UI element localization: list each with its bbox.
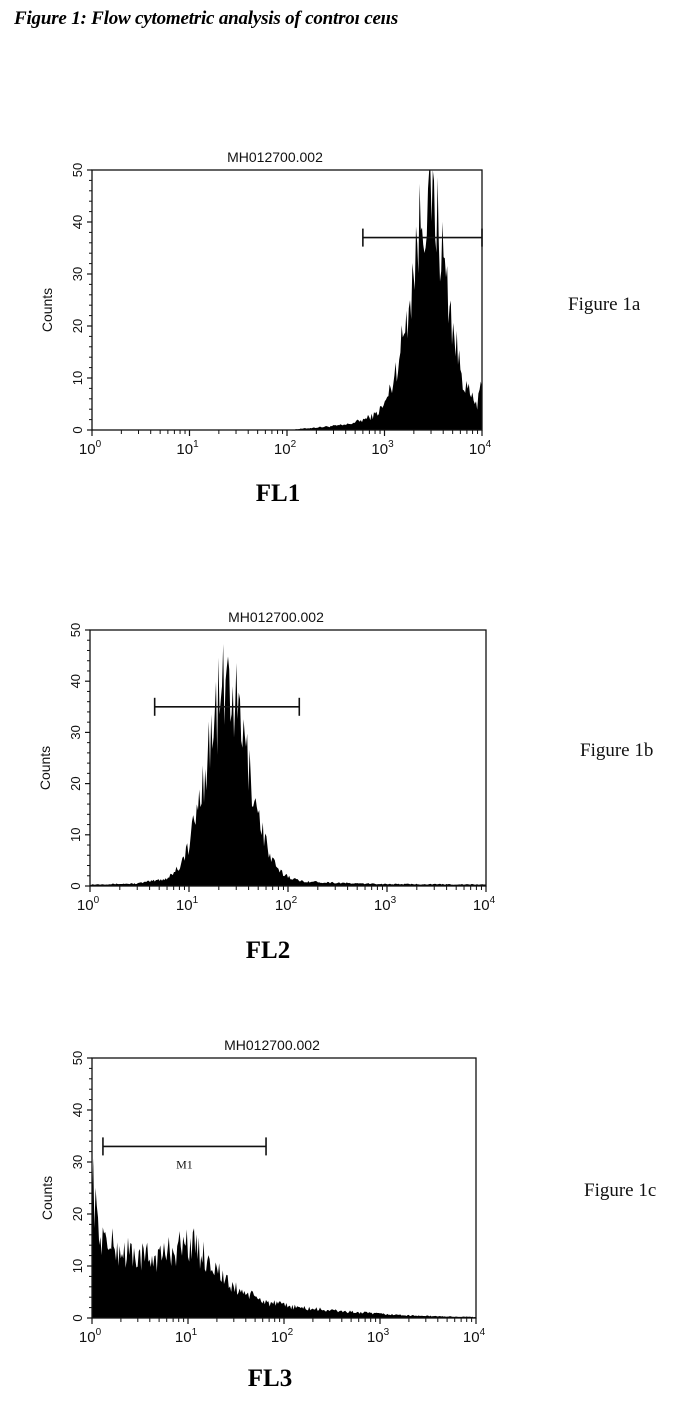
x-tick-label: 103 [371, 439, 394, 458]
x-tick-label: 104 [469, 439, 492, 458]
gate-marker-label: M1 [176, 1157, 193, 1171]
x-tick-label: 101 [176, 895, 199, 914]
channel-label-fl2: FL2 [208, 937, 328, 965]
y-tick-label: 0 [70, 1314, 85, 1321]
y-tick-label: 50 [70, 163, 85, 177]
y-tick-label: 20 [70, 319, 85, 333]
histogram-fig1c: MH012700.002 Counts 0 10 20 30 40 50 100 101 102 10… [0, 1028, 520, 1358]
histogram-title: MH012700.002 [228, 609, 324, 625]
histogram-title: MH012700.002 [227, 149, 323, 165]
y-tick-label: 50 [68, 623, 83, 637]
y-tick-label: 30 [68, 725, 83, 739]
x-tick-label: 101 [175, 1327, 198, 1346]
histogram-fig1a: MH012700.002 Counts 0 10 20 30 40 50 100 101 102 10… [0, 140, 520, 470]
x-tick-label: 100 [77, 895, 100, 914]
x-tick-label: 103 [367, 1327, 390, 1346]
y-axis-label: Counts [39, 1176, 55, 1220]
x-tick-label: 102 [275, 895, 298, 914]
histogram-fill [90, 644, 486, 886]
y-tick-label: 20 [70, 1207, 85, 1221]
histogram-fig1b: MH012700.002 Counts 0 10 20 30 40 50 100 101 102 10… [0, 600, 520, 930]
y-tick-label: 30 [70, 1155, 85, 1169]
y-tick-label: 0 [70, 426, 85, 433]
y-tick-label: 40 [70, 215, 85, 229]
side-label-fig1a: Figure 1a [568, 294, 640, 316]
y-tick-label: 40 [68, 674, 83, 688]
y-tick-label: 20 [68, 776, 83, 790]
x-tick-label: 103 [374, 895, 397, 914]
x-tick-label: 102 [274, 439, 297, 458]
y-tick-label: 0 [68, 882, 83, 889]
histogram-title: MH012700.002 [224, 1037, 320, 1053]
x-tick-label: 104 [473, 895, 496, 914]
side-label-fig1c: Figure 1c [584, 1180, 656, 1202]
x-tick-label: 101 [176, 439, 199, 458]
channel-label-fl1: FL1 [218, 480, 338, 508]
y-tick-label: 30 [70, 267, 85, 281]
plot-frame [90, 630, 486, 886]
histogram-fill [92, 1158, 476, 1318]
x-tick-label: 102 [271, 1327, 294, 1346]
y-axis-label: Counts [37, 746, 53, 790]
figure-title: Figure 1: Flow cytometric analysis of co… [14, 8, 398, 30]
y-tick-label: 40 [70, 1103, 85, 1117]
x-tick-label: 100 [79, 1327, 102, 1346]
channel-label-fl3: FL3 [210, 1365, 330, 1393]
y-tick-label: 50 [70, 1051, 85, 1065]
y-tick-label: 10 [70, 1259, 85, 1273]
side-label-fig1b: Figure 1b [580, 740, 653, 762]
x-tick-label: 100 [79, 439, 102, 458]
y-tick-label: 10 [70, 371, 85, 385]
y-axis-label: Counts [39, 288, 55, 332]
histogram-fill [92, 170, 482, 430]
y-tick-label: 10 [68, 828, 83, 842]
x-tick-label: 104 [463, 1327, 486, 1346]
